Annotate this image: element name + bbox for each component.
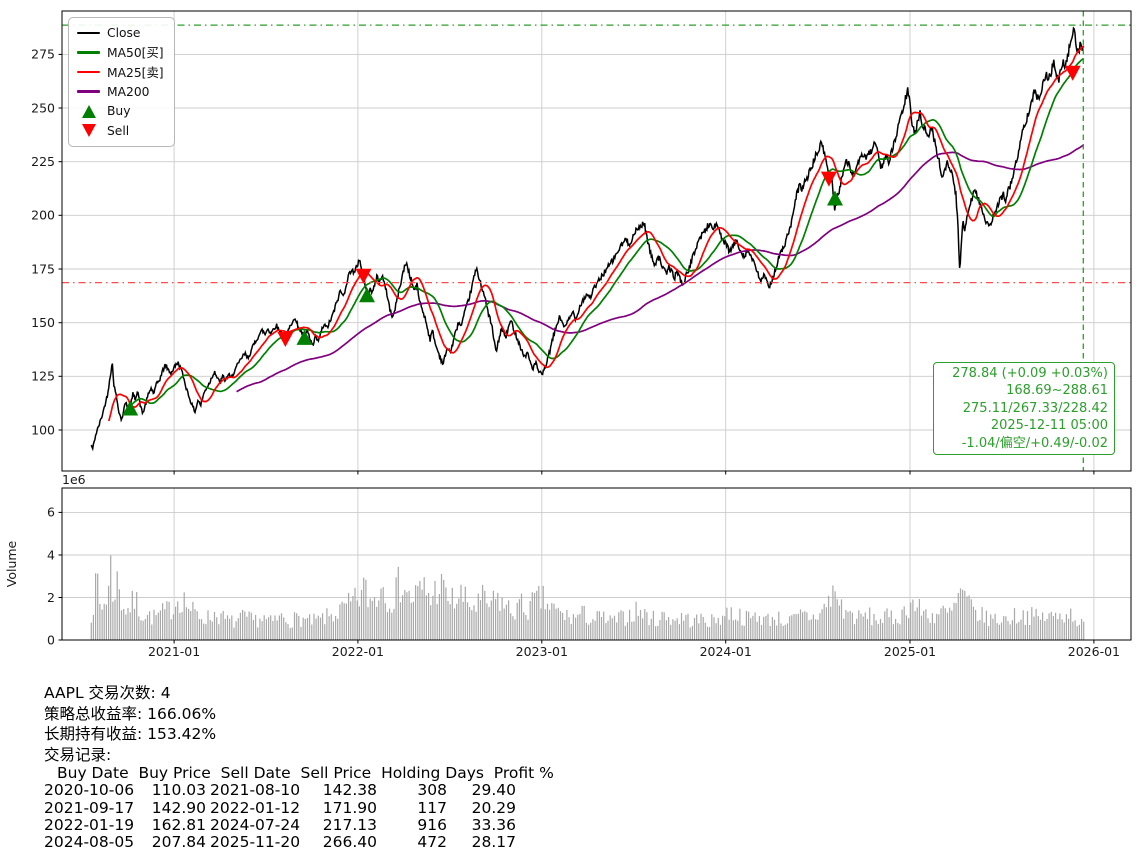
trade-cell: 217.13	[322, 815, 377, 834]
price-tick-label: 175	[31, 261, 55, 276]
price-pane-border	[61, 10, 1132, 472]
trade-cell: 308	[417, 781, 447, 800]
price-tick-label: 250	[31, 100, 55, 115]
info-ma-values: 275.11/267.33/228.42	[962, 400, 1108, 416]
trade-cell: 2020-10-06	[44, 781, 135, 800]
volume-tick-label: 2	[47, 590, 55, 605]
trade-cell: 2021-08-10	[210, 781, 301, 800]
legend-label: MA200	[107, 84, 150, 99]
volume-tick-label: 0	[47, 632, 55, 647]
x-tick-label: 2025-01	[884, 644, 936, 659]
trade-cell: 20.29	[471, 798, 516, 817]
price-tick-label: 125	[31, 369, 55, 384]
buy-marker	[827, 190, 843, 206]
info-range: 168.69~288.61	[1006, 383, 1108, 399]
tick-labels: 100 125 150 175 200 225 250 275 0 2 4 6 2021-01 2022-…	[4, 47, 1120, 659]
volume-tick-label: 4	[47, 547, 55, 562]
sell-marker	[820, 171, 837, 187]
strategy-return-line: 策略总收益率: 166.06%	[44, 704, 217, 723]
ma25-line	[107, 45, 1085, 422]
volume-bars	[90, 555, 1085, 640]
legend-label: Sell	[107, 123, 130, 138]
trade-count-line: AAPL 交易次数: 4	[44, 684, 171, 702]
trade-cell: 29.40	[471, 781, 516, 800]
sell-marker	[277, 332, 294, 347]
x-tick-label: 2023-01	[516, 644, 568, 659]
trade-cell: 162.81	[151, 815, 206, 834]
sell-marker	[355, 268, 372, 284]
trade-cell: 472	[417, 832, 447, 851]
ma50-line	[126, 57, 1085, 411]
trade-record-label: 交易记录:	[44, 745, 112, 764]
trades-table: 2020-10-06 110.03 2021-08-10 142.38 308 29.40…	[44, 782, 554, 851]
trade-markers	[122, 65, 1081, 416]
quote-info-box: 278.84 (+0.09 +0.03%) 168.69~288.61 275.…	[933, 362, 1115, 456]
tick-marks	[58, 53, 1095, 644]
volume-tick-label: 6	[47, 505, 55, 520]
trade-cell: 2021-09-17	[44, 798, 135, 817]
legend-label: Close	[107, 25, 141, 40]
price-tick-label: 225	[31, 154, 55, 169]
legend-item: Sell	[77, 121, 164, 141]
chart-legend: Close MA50[买] MA25[卖] MA200 Buy Sell	[68, 17, 175, 147]
trade-cell: 2025-11-20	[210, 832, 301, 851]
buy-triangle-icon	[81, 104, 96, 118]
sell-triangle-icon	[81, 124, 96, 138]
legend-line-swatch	[77, 51, 100, 54]
buy-marker	[359, 287, 375, 303]
legend-line-swatch	[77, 70, 100, 74]
sell-marker	[1064, 65, 1081, 81]
trade-cell: 207.84	[151, 832, 206, 851]
trade-cell: 110.03	[151, 781, 206, 800]
price-tick-label: 100	[31, 422, 55, 437]
volume-offset-label: 1e6	[62, 472, 86, 487]
legend-item: MA200	[77, 82, 164, 102]
legend-line-swatch	[77, 90, 100, 93]
trade-cell: 28.17	[471, 832, 516, 851]
legend-item: Buy	[77, 101, 164, 121]
strategy-summary: AAPL 交易次数: 4 策略总收益率: 166.06% 长期持有收益: 153…	[44, 683, 554, 851]
volume-pane-border	[61, 487, 1132, 641]
info-signal: -1.04/偏空/+0.49/-0.02	[961, 435, 1108, 451]
info-timestamp: 2025-12-11 05:00	[990, 418, 1108, 434]
trade-cell: 266.40	[322, 832, 377, 851]
price-tick-label: 275	[31, 47, 55, 62]
buy-marker	[122, 400, 139, 416]
trade-cell: 33.36	[471, 815, 516, 834]
legend-line-swatch	[77, 31, 100, 35]
trade-cell: 117	[417, 798, 447, 817]
legend-item: Close	[77, 23, 164, 43]
trade-cell: 2022-01-19	[44, 815, 135, 834]
legend-item: MA25[卖]	[77, 62, 164, 82]
legend-label: MA50[买]	[107, 46, 164, 61]
axes	[61, 10, 1132, 641]
trade-cell: 2024-08-05	[44, 832, 135, 851]
ma200-line	[236, 144, 1085, 393]
legend-label: MA25[卖]	[107, 65, 164, 80]
hold-return-line: 长期持有收益: 153.42%	[44, 725, 217, 744]
price-tick-label: 200	[31, 208, 55, 223]
legend-label: Buy	[107, 104, 131, 119]
trades-table-header: Buy Date Buy Price Sell Date Sell Price …	[57, 764, 554, 783]
volume-axis-label: Volume	[4, 540, 19, 587]
x-tick-label: 2024-01	[700, 644, 752, 659]
trade-cell: 2024-07-24	[210, 815, 301, 834]
x-tick-label: 2021-01	[148, 644, 200, 659]
x-tick-label: 2022-01	[332, 644, 384, 659]
info-last-price: 278.84 (+0.09 +0.03%)	[952, 366, 1108, 381]
trade-cell: 142.38	[322, 781, 377, 800]
price-tick-label: 150	[31, 315, 55, 330]
x-tick-label: 2026-01	[1068, 644, 1120, 659]
trade-cell: 2022-01-12	[210, 798, 301, 817]
trade-cell: 171.90	[322, 798, 377, 817]
legend-item: MA50[买]	[77, 43, 164, 63]
trade-cell: 142.90	[151, 798, 206, 817]
buy-marker	[296, 329, 313, 345]
close-line	[90, 26, 1085, 452]
trade-cell: 916	[417, 815, 447, 834]
